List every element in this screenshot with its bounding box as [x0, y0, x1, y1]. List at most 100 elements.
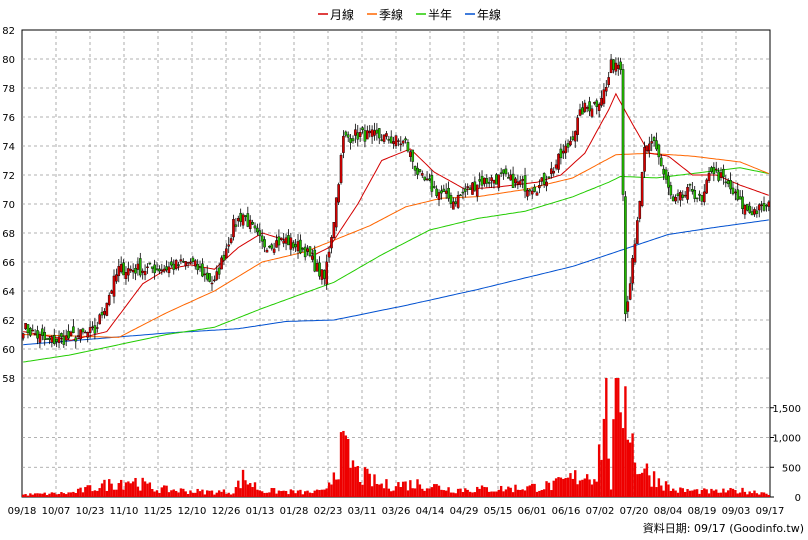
volume-bar [423, 490, 426, 497]
volume-bar [652, 471, 656, 497]
date-tick-label: 05/15 [484, 506, 513, 517]
volume-bar [55, 494, 58, 497]
volume-bar [110, 483, 113, 497]
candle-body [714, 168, 718, 171]
candle-body [475, 184, 479, 197]
candle-body [177, 264, 180, 266]
volume-bar [741, 487, 744, 497]
volume-bar [272, 488, 276, 497]
candle-body [423, 176, 426, 181]
volume-bar [743, 491, 747, 497]
volume-bar [595, 481, 598, 497]
candle-body [368, 130, 372, 134]
legend-label: 半年 [428, 8, 452, 22]
candle-body [234, 224, 238, 227]
candle-body [760, 204, 763, 207]
volume-bar [210, 490, 214, 497]
date-axis-ticks: 09/18 10/07 10/23 11/10 11/25 12/10 12/26 01/13… [8, 506, 785, 517]
volume-bar [456, 488, 460, 497]
candle-body [466, 186, 469, 188]
candle-body [158, 268, 161, 272]
volume-bar [112, 489, 116, 497]
volume-bar [397, 482, 400, 497]
candle-body [320, 269, 324, 280]
volume-bar [174, 490, 178, 497]
volume-bar [521, 489, 524, 497]
volume-bar [473, 492, 477, 497]
volume-bar [531, 483, 534, 497]
candle-body [220, 257, 223, 270]
candle-body [710, 167, 713, 172]
candle-body [473, 181, 477, 191]
price-tick-label: 64 [2, 287, 15, 298]
candle-body [268, 245, 271, 248]
volume-bar [435, 484, 438, 497]
candle-body [84, 331, 87, 334]
volume-bar [688, 490, 692, 497]
volume-bar [296, 490, 300, 497]
candle-body [420, 173, 424, 176]
candle-body [203, 273, 207, 276]
volume-bar [765, 493, 768, 497]
candle-body [404, 138, 407, 141]
candle-body [695, 197, 699, 200]
volume-bar [447, 487, 450, 497]
volume-bar [148, 482, 152, 497]
candle-body [394, 135, 398, 146]
volume-bar [24, 494, 27, 497]
volume-bar [550, 490, 553, 497]
volume-bar [605, 378, 608, 497]
candle-body [693, 190, 697, 199]
candle-body [217, 267, 221, 275]
volume-bar [669, 490, 673, 497]
volume-bar [726, 490, 730, 497]
candle-body [208, 273, 211, 282]
candle-body [516, 181, 520, 185]
candle-body [215, 271, 219, 280]
volume-bar [444, 490, 448, 497]
candle-body [750, 211, 754, 216]
candle-body [41, 328, 44, 336]
volume-bar [695, 489, 699, 497]
candle-body [270, 244, 274, 249]
volume-bar [124, 482, 128, 497]
candle-body [72, 326, 75, 334]
candle-body [117, 266, 121, 277]
volume-bar [715, 489, 718, 497]
candle-body [193, 260, 197, 267]
volume-bar [519, 489, 522, 497]
volume-bar [478, 488, 481, 497]
volume-bar [394, 486, 398, 497]
volume-bar [103, 479, 106, 497]
candle-body [36, 330, 39, 339]
volume-bar [165, 485, 168, 497]
volume-bar [638, 473, 641, 497]
candle-body [45, 338, 49, 340]
volume-bar [335, 479, 338, 497]
candle-body [213, 279, 216, 282]
candle-body [557, 153, 560, 170]
date-tick-label: 11/10 [110, 506, 139, 517]
volume-bar [311, 493, 314, 497]
candle-body [736, 189, 740, 200]
candle-body [284, 237, 288, 244]
volume-bar [366, 468, 369, 497]
volume-bar [179, 488, 183, 497]
volume-bar [373, 474, 376, 497]
volume-bar [246, 484, 250, 497]
volume-bar [483, 486, 486, 497]
volume-bar [351, 460, 355, 497]
candle-body [330, 237, 333, 249]
candle-body [258, 230, 262, 236]
date-tick-label: 11/25 [144, 506, 173, 517]
candle-body [81, 328, 85, 333]
volume-bar [268, 492, 271, 497]
candle-body [495, 174, 498, 185]
volume-bar [667, 484, 670, 497]
candle-body [631, 258, 634, 284]
candle-body [153, 264, 156, 274]
volume-bar [129, 483, 132, 497]
candle-body [346, 134, 350, 138]
volume-bar [528, 485, 532, 497]
volume-bar [301, 494, 304, 497]
